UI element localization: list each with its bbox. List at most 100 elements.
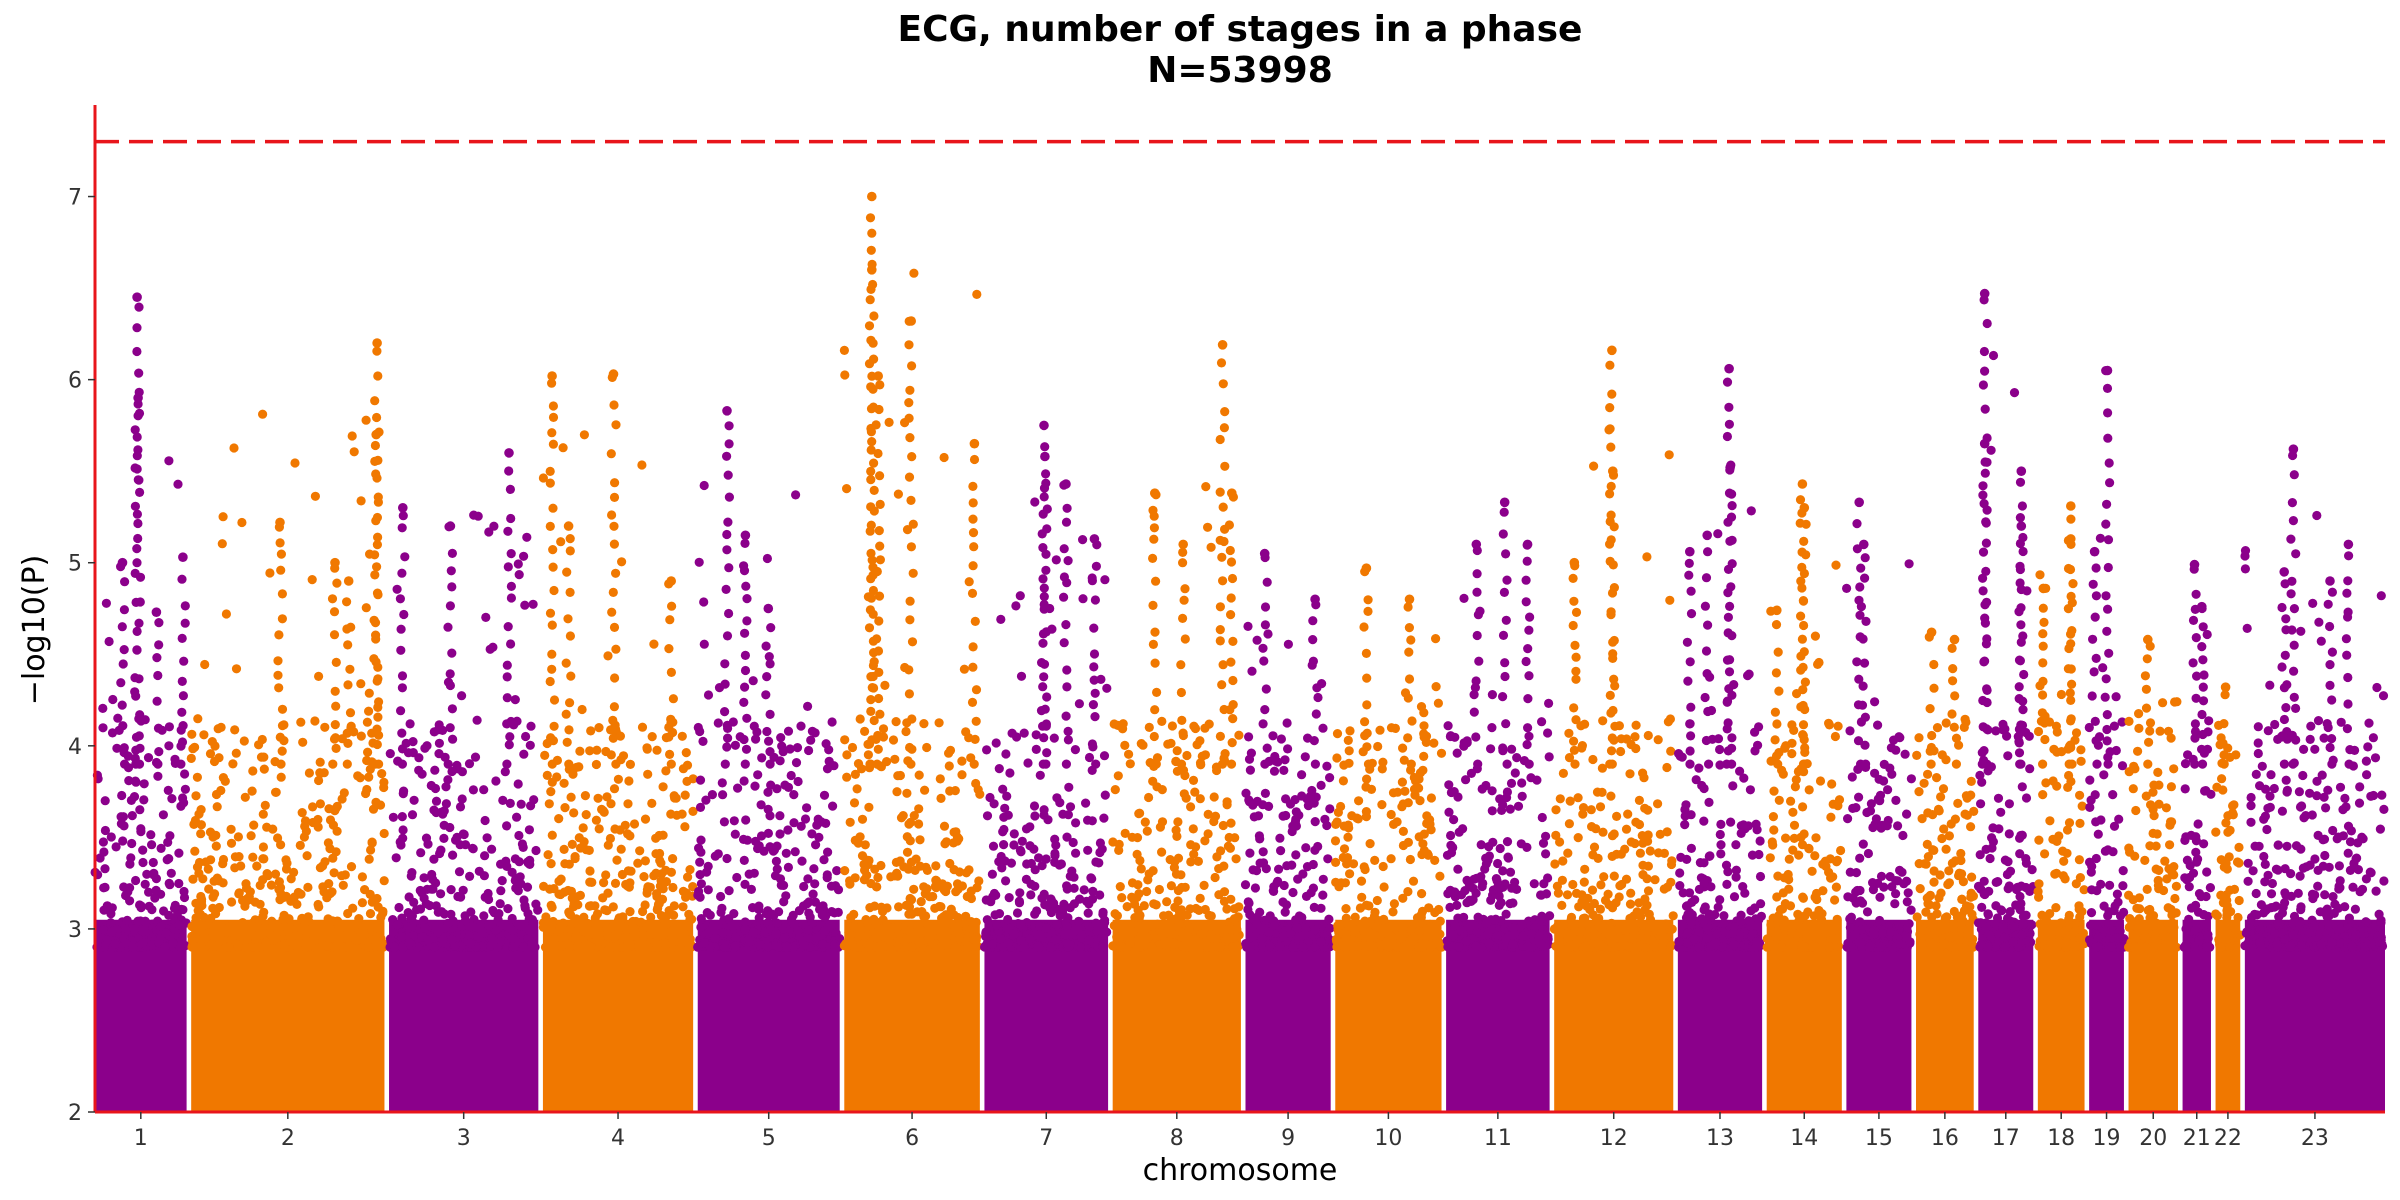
- snp-point: [1397, 802, 1407, 812]
- snp-point: [505, 798, 515, 809]
- snp-point: [1258, 719, 1268, 729]
- snp-point: [479, 911, 489, 921]
- snp-point: [874, 404, 884, 415]
- snp-point: [988, 841, 999, 851]
- snp-point: [1569, 596, 1579, 606]
- snp-point: [1149, 534, 1159, 544]
- snp-point: [329, 868, 339, 878]
- snp-point: [1403, 693, 1413, 703]
- snp-point: [998, 827, 1008, 837]
- snp-point: [1699, 783, 1709, 794]
- snp-point: [134, 674, 144, 684]
- snp-point: [1642, 900, 1652, 910]
- snp-point: [904, 340, 914, 350]
- snp-point: [1524, 671, 1534, 681]
- snp-point: [209, 941, 220, 951]
- snp-point: [1903, 888, 1913, 898]
- snp-point: [117, 790, 127, 801]
- snp-point: [1340, 878, 1350, 888]
- snp-point: [315, 863, 325, 873]
- snp-point: [814, 832, 824, 843]
- snp-point: [164, 741, 174, 751]
- snp-point: [982, 811, 993, 821]
- snp-point: [544, 799, 554, 809]
- snp-point: [273, 670, 283, 680]
- snp-point: [696, 879, 707, 889]
- snp-point: [1035, 770, 1045, 780]
- snp-point: [1529, 879, 1539, 889]
- snp-point: [1090, 712, 1100, 722]
- snp-point: [610, 878, 621, 889]
- snp-point: [1332, 729, 1343, 739]
- snp-point: [278, 940, 288, 950]
- snp-point: [1789, 833, 1799, 844]
- snp-point: [569, 902, 579, 912]
- snp-point: [1703, 547, 1713, 557]
- snp-point: [1285, 799, 1296, 809]
- snp-point: [905, 385, 915, 395]
- chromosome-4-band: [542, 919, 694, 1112]
- snp-point: [99, 847, 109, 857]
- snp-point: [1810, 631, 1820, 641]
- snp-point: [1091, 918, 1101, 928]
- snp-point: [1725, 601, 1735, 612]
- snp-point: [1433, 698, 1443, 708]
- snp-point: [1621, 824, 1632, 834]
- snp-point: [1446, 840, 1456, 850]
- snp-point: [510, 854, 520, 864]
- snp-point: [1318, 874, 1328, 884]
- snp-point: [1172, 746, 1182, 756]
- snp-point: [1477, 881, 1487, 892]
- snp-point: [1051, 934, 1061, 945]
- snp-point: [684, 909, 694, 919]
- snp-point: [1215, 942, 1225, 952]
- snp-point: [364, 854, 374, 864]
- snp-point: [1453, 792, 1463, 802]
- snp-point: [822, 764, 833, 774]
- snp-point: [1120, 828, 1130, 839]
- snp-point: [408, 748, 418, 758]
- snp-point: [811, 840, 821, 850]
- snp-point: [721, 584, 731, 595]
- snp-point: [1120, 740, 1130, 751]
- snp-point: [1571, 888, 1582, 899]
- snp-point: [152, 653, 162, 663]
- snp-point: [713, 718, 723, 728]
- snp-point: [1258, 847, 1268, 857]
- snp-point: [873, 744, 883, 754]
- snp-point: [847, 742, 858, 753]
- snp-point: [545, 478, 555, 488]
- snp-point: [1182, 750, 1192, 761]
- snp-point: [560, 803, 570, 813]
- snp-point: [154, 747, 164, 757]
- snp-point: [969, 542, 979, 552]
- snp-point: [319, 768, 329, 778]
- snp-point: [1704, 797, 1714, 808]
- snp-point: [117, 622, 127, 632]
- snp-point: [1037, 861, 1047, 871]
- snp-point: [433, 907, 443, 917]
- snp-point: [119, 743, 129, 753]
- snp-point: [503, 526, 513, 536]
- snp-point: [666, 667, 677, 678]
- snp-point: [385, 934, 396, 944]
- snp-point: [1016, 847, 1026, 857]
- snp-point: [1582, 919, 1592, 929]
- snp-point: [1449, 815, 1459, 825]
- snp-point: [506, 513, 516, 524]
- snp-point: [907, 361, 917, 371]
- snp-point: [601, 870, 611, 880]
- snp-point: [608, 715, 618, 726]
- snp-point: [585, 866, 595, 876]
- snp-point: [609, 539, 620, 549]
- snp-point: [345, 708, 356, 718]
- snp-point: [939, 821, 950, 831]
- snp-point: [772, 918, 782, 928]
- snp-point: [455, 840, 465, 850]
- snp-point: [134, 475, 144, 485]
- snp-point: [1030, 811, 1040, 821]
- snp-point: [615, 731, 626, 741]
- snp-point: [1240, 880, 1251, 890]
- snp-point: [1324, 914, 1334, 924]
- snp-point: [905, 596, 915, 606]
